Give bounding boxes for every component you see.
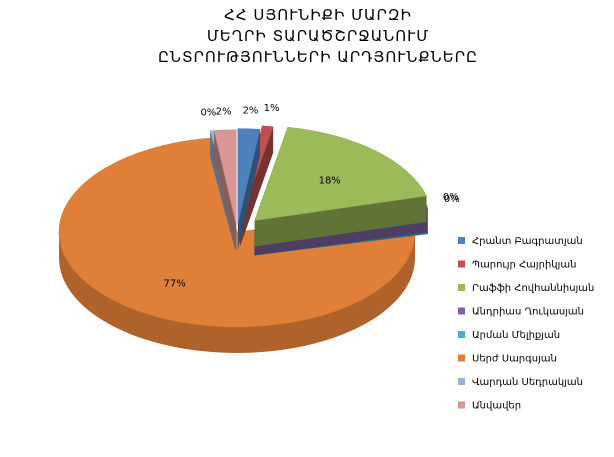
legend-swatch xyxy=(458,378,465,385)
pie-slice-wall xyxy=(237,129,260,250)
pie-slice xyxy=(254,126,427,247)
legend-entry-label: Հրանտ Բագրատյան xyxy=(472,236,583,247)
legend-entry-label: Արման Մելիքյան xyxy=(472,330,560,341)
slice-data-label: 2% xyxy=(216,107,232,118)
legend-entry-label: Անվավեր xyxy=(472,401,521,412)
chart-title: ՀՀ ՍՅՈՒՆԻՔԻ ՄԱՐԶԻ ՄԵՂՐԻ ՏԱՐԱԾՇՐՋԱՆՈՒՄ ԸՆ… xyxy=(158,6,478,66)
pie-slices xyxy=(58,125,429,353)
legend-swatch xyxy=(458,284,465,291)
slice-data-label: 0% xyxy=(443,192,459,203)
legend-swatch xyxy=(458,354,465,362)
pie-slice-wall xyxy=(254,195,427,247)
slice-data-label: 18% xyxy=(319,175,341,186)
slice-data-label: 0% xyxy=(200,108,216,119)
pie-slice-wall xyxy=(214,130,237,251)
legend: Հրանտ Բագրատյան Պարույր Հայրիկյան Րաֆֆի Հո… xyxy=(458,236,594,412)
legend-entry-label: Անդրիաս Ղուկասյան xyxy=(472,307,584,318)
legend-entry-label: Վարդան Սեդրակյան xyxy=(472,377,583,388)
slice-data-label: 77% xyxy=(164,279,186,290)
chart-title-line-3: ԸՆՏՐՈՒԹՅՈՒՆՆԵՐԻ ԱՐԴՅՈՒՆՔՆԵՐԸ xyxy=(158,48,478,66)
pie-slice-wall xyxy=(240,126,274,247)
slice-data-label: 2% xyxy=(243,106,259,117)
legend-swatch xyxy=(458,331,465,338)
data-labels: 2% 1%18%0%0%77%0% 2% xyxy=(164,103,460,289)
chart-title-line-1: ՀՀ ՍՅՈՒՆԻՔԻ ՄԱՐԶԻ xyxy=(224,6,412,24)
pie-slice xyxy=(213,129,237,251)
legend-swatch xyxy=(458,307,465,315)
pie-slice-top xyxy=(254,126,427,221)
chart-title-line-2: ՄԵՂՐԻ ՏԱՐԱԾՇՐՋԱՆՈՒՄ xyxy=(207,27,429,45)
legend-entry-label: Պարույր Հայրիկյան xyxy=(472,260,576,271)
legend-swatch xyxy=(458,237,465,244)
legend-swatch xyxy=(458,260,465,268)
legend-entry-label: Րաֆֆի Հովհաննիսյան xyxy=(472,283,594,294)
legend-entry-label: Սերժ Սարգսյան xyxy=(472,354,557,365)
pie-slice xyxy=(237,128,261,250)
pie-slice-top xyxy=(58,137,416,328)
legend-swatch xyxy=(458,401,465,409)
slice-data-label: 1% xyxy=(264,103,280,114)
pie-slice-top xyxy=(237,128,261,224)
pie-slice-side xyxy=(59,232,415,353)
pie-slice-top xyxy=(213,129,237,225)
slice-data-label: 0% xyxy=(444,194,460,205)
